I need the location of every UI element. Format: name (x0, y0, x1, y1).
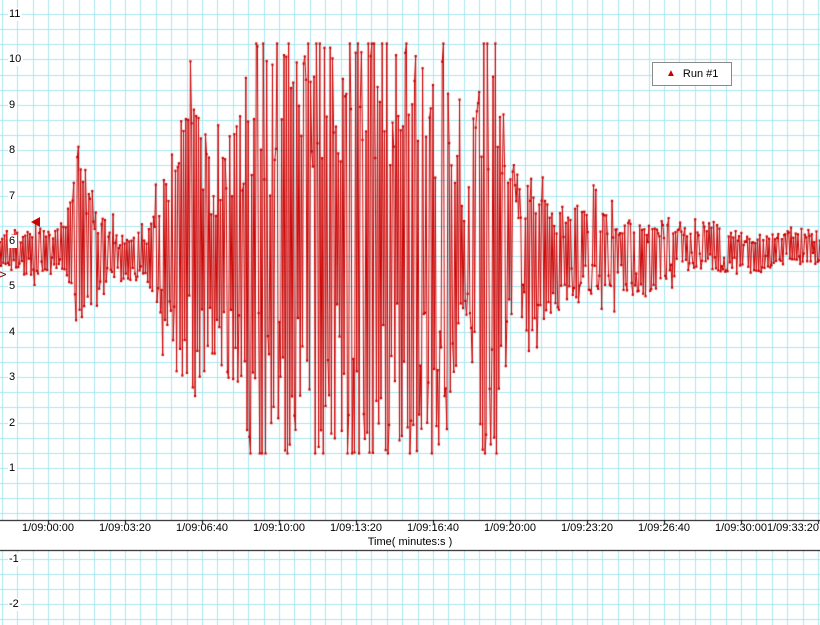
y-tick-label: 6 (8, 235, 18, 248)
y-tick-label: -2 (8, 598, 21, 612)
y-tick-label: 5 (8, 280, 18, 294)
y-tick-label: 9 (8, 98, 18, 112)
y-tick-label: 1 (8, 462, 18, 475)
x-tick-label: 1/09:10:00 (253, 522, 305, 534)
legend-label: Run #1 (682, 68, 719, 80)
x-tick-label: 1/09:23:20 (561, 522, 613, 534)
y-tick-label: 10 (8, 53, 24, 67)
legend: ▲ Run #1 (652, 62, 733, 86)
y-tick-label: 4 (8, 325, 18, 339)
channel-cursor-icon[interactable] (31, 217, 40, 227)
x-tick-label: 1/09:30:00 (715, 522, 767, 534)
x-tick-label: 1/09:03:20 (99, 522, 151, 534)
x-tick-label: 1/09:13:20 (330, 522, 382, 534)
x-tick-label: 1/09:20:00 (484, 522, 536, 534)
y-tick-label: 11 (8, 8, 23, 21)
y-tick-label: 7 (8, 189, 18, 203)
x-tick-label: 1/09:06:40 (176, 522, 228, 534)
y-tick-label: 8 (8, 144, 18, 158)
y-tick-label: 2 (8, 416, 18, 430)
x-tick-label: 1/09:26:40 (638, 522, 690, 534)
x-tick-label: 1/09:00:00 (22, 522, 74, 534)
y-tick-label: 3 (8, 371, 18, 385)
legend-run-marker-icon: ▲ (666, 68, 676, 79)
x-tick-label: 1/09:33:20 (767, 522, 819, 534)
x-axis-title: Time( minutes:s ) (367, 536, 453, 548)
y-tick-label: -1 (8, 552, 21, 566)
x-tick-label: 1/09:16:40 (407, 522, 459, 534)
y-axis-unit-label: V (0, 270, 9, 278)
